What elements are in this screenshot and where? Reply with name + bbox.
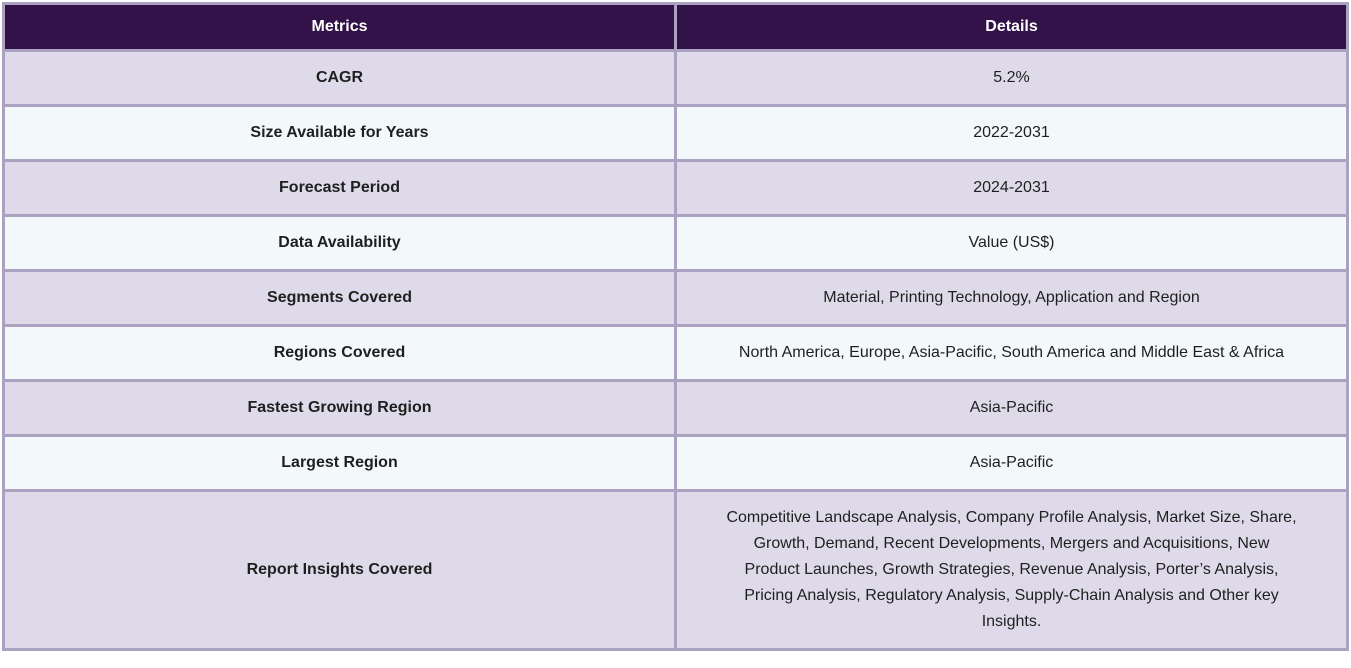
detail-value: Asia-Pacific — [969, 454, 1054, 471]
table-row: Largest Region Asia-Pacific — [2, 434, 1349, 492]
table-body: CAGR 5.2% Size Available for Years 2022-203… — [2, 49, 1349, 651]
metric-label: Report Insights Covered — [246, 561, 433, 578]
metric-cell: Largest Region — [2, 434, 677, 492]
details-header-label: Details — [985, 18, 1038, 35]
metric-label: Size Available for Years — [250, 124, 429, 141]
metric-cell: Forecast Period — [2, 159, 677, 217]
detail-value: 2022-2031 — [973, 124, 1050, 141]
metric-cell: Regions Covered — [2, 324, 677, 382]
metric-cell: Size Available for Years — [2, 104, 677, 162]
table-row: Fastest Growing Region Asia-Pacific — [2, 379, 1349, 437]
metric-label: CAGR — [315, 69, 364, 86]
detail-cell: 2024-2031 — [674, 159, 1349, 217]
detail-cell: Asia-Pacific — [674, 379, 1349, 437]
detail-cell: Competitive Landscape Analysis, Company … — [674, 489, 1349, 651]
metric-label: Fastest Growing Region — [247, 399, 432, 416]
detail-cell: 2022-2031 — [674, 104, 1349, 162]
metric-label: Data Availability — [278, 234, 401, 251]
metrics-column-header: Metrics — [2, 2, 677, 52]
metric-cell: CAGR — [2, 49, 677, 107]
metric-cell: Data Availability — [2, 214, 677, 272]
metrics-header-label: Metrics — [311, 18, 368, 35]
detail-cell: Asia-Pacific — [674, 434, 1349, 492]
detail-cell: North America, Europe, Asia-Pacific, Sou… — [674, 324, 1349, 382]
report-scope-table: Metrics Details CAGR 5.2% Size Available f… — [2, 2, 1349, 651]
details-column-header: Details — [674, 2, 1349, 52]
detail-value: 5.2% — [993, 69, 1030, 86]
metric-cell: Report Insights Covered — [2, 489, 677, 651]
metric-cell: Segments Covered — [2, 269, 677, 327]
table-row: Report Insights Covered Competitive Lands… — [2, 489, 1349, 651]
metric-label: Segments Covered — [267, 289, 412, 306]
metric-label: Regions Covered — [273, 344, 406, 361]
metric-label: Largest Region — [281, 454, 398, 471]
header-row: Metrics Details — [2, 2, 1349, 52]
detail-value: Asia-Pacific — [969, 399, 1054, 416]
metric-cell: Fastest Growing Region — [2, 379, 677, 437]
table-row: Size Available for Years 2022-2031 — [2, 104, 1349, 162]
page: Metrics Details CAGR 5.2% Size Available f… — [2, 2, 1349, 651]
detail-value: 2024-2031 — [973, 179, 1050, 196]
table-row: Segments Covered Material, Printing Techn… — [2, 269, 1349, 327]
detail-value: North America, Europe, Asia-Pacific, Sou… — [738, 344, 1285, 361]
table-row: CAGR 5.2% — [2, 49, 1349, 107]
detail-cell: Value (US$) — [674, 214, 1349, 272]
metric-label: Forecast Period — [279, 179, 400, 196]
detail-value: Competitive Landscape Analysis, Company … — [726, 509, 1297, 630]
table-row: Forecast Period 2024-2031 — [2, 159, 1349, 217]
detail-value: Value (US$) — [968, 234, 1055, 251]
table-row: Regions Covered North America, Europe, As… — [2, 324, 1349, 382]
detail-value: Material, Printing Technology, Applicati… — [823, 289, 1200, 306]
detail-cell: Material, Printing Technology, Applicati… — [674, 269, 1349, 327]
table-row: Data Availability Value (US$) — [2, 214, 1349, 272]
detail-cell: 5.2% — [674, 49, 1349, 107]
